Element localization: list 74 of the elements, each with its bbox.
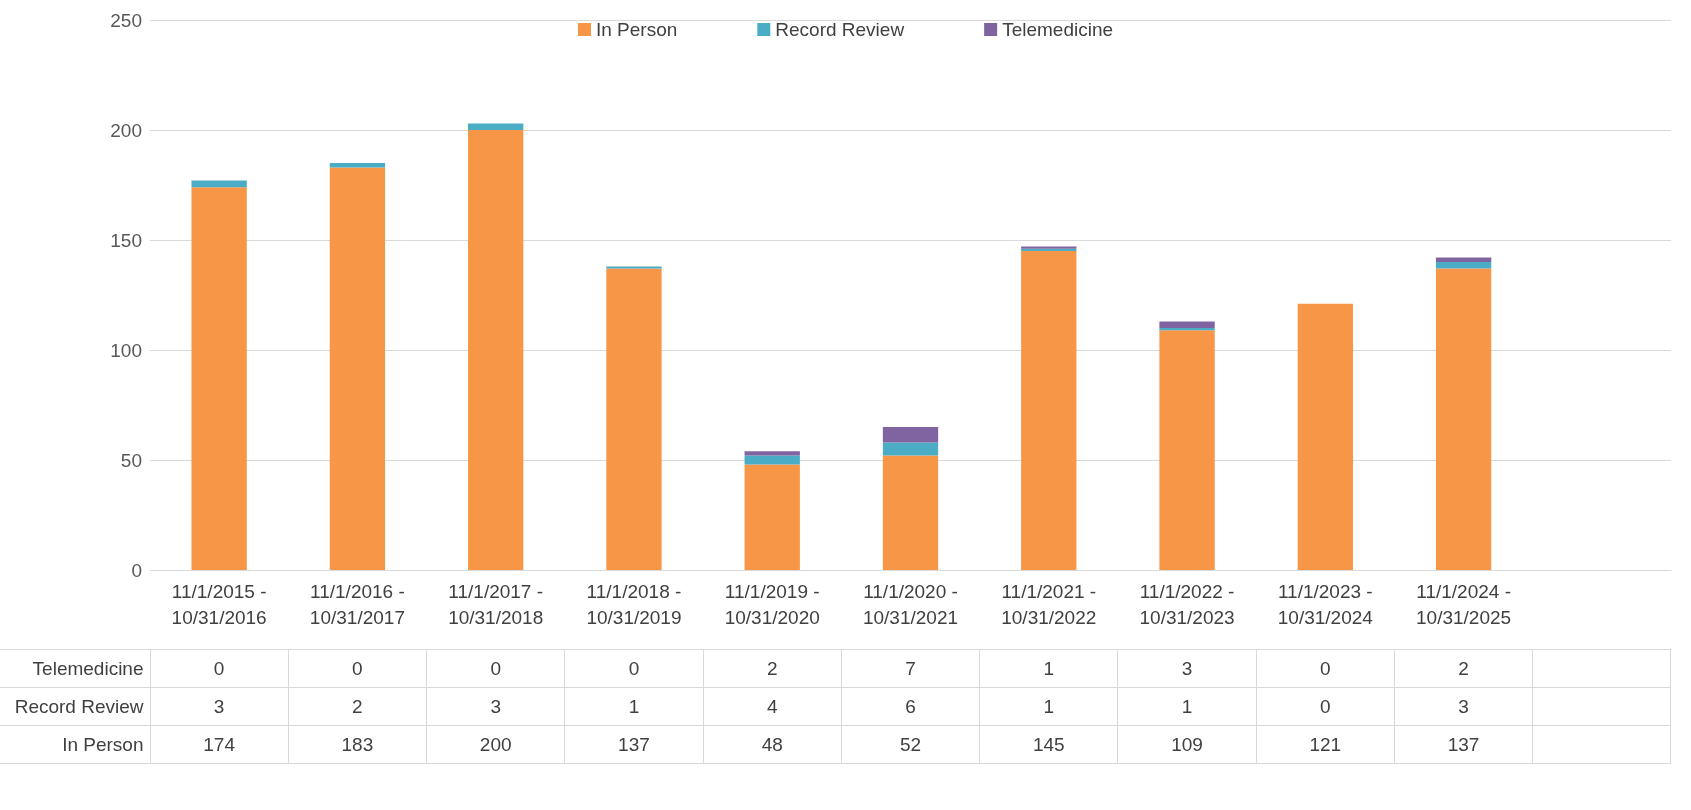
data-label: 1 [979, 649, 1118, 688]
data-label: 109 [1117, 725, 1257, 764]
bar [882, 442, 939, 456]
legend-label: Record Review [775, 19, 905, 40]
data-label: 1 [979, 687, 1118, 726]
text: Record Review [14, 695, 144, 717]
legend-label: In Person [595, 19, 678, 40]
bar [468, 123, 524, 130]
bar [329, 167, 386, 570]
data-label: 3 [150, 687, 289, 726]
data-label: 1 [1117, 687, 1257, 726]
text: Telemedicine [32, 657, 144, 679]
y-tick-label: 200 [110, 119, 142, 141]
data-label: 3 [1394, 687, 1533, 726]
bar [1159, 328, 1215, 331]
bar [191, 187, 247, 570]
data-label: 2 [703, 649, 842, 688]
data-label: 4 [703, 687, 842, 726]
data-label: 0 [150, 649, 289, 688]
bar [606, 266, 662, 269]
data-label: 7 [841, 649, 980, 688]
x-tick-label: 11/1/2017 - 10/31/2018 [448, 580, 544, 628]
bar [329, 163, 386, 168]
x-tick-label: 11/1/2022 - 10/31/2023 [1139, 580, 1235, 628]
data-label: 121 [1256, 725, 1395, 764]
y-tick-label: 50 [120, 449, 142, 471]
y-tick-label: 250 [110, 9, 142, 31]
data-label: 0 [1256, 649, 1395, 688]
x-tick-label: 11/1/2019 - 10/31/2020 [724, 580, 820, 628]
data-label: 1 [564, 687, 704, 726]
data-label: 3 [426, 687, 565, 726]
data-label: 174 [150, 725, 289, 764]
bar [882, 427, 939, 443]
x-tick-label: 11/1/2015 - 10/31/2016 [171, 580, 267, 628]
y-tick-label: 0 [131, 559, 142, 581]
bar [1297, 303, 1353, 570]
data-label: 0 [564, 649, 704, 688]
data-label: 183 [288, 725, 427, 764]
x-tick-label: 11/1/2020 - 10/31/2021 [862, 580, 959, 628]
data-label: 0 [426, 649, 565, 688]
data-label: 48 [703, 725, 842, 764]
bar [1435, 268, 1492, 570]
data-label: 0 [288, 649, 427, 688]
bar [1159, 321, 1215, 328]
x-tick-label: 11/1/2023 - 10/31/2024 [1277, 580, 1374, 628]
y-tick-label: 100 [110, 339, 142, 361]
bar [882, 455, 939, 570]
data-label: 0 [1256, 687, 1395, 726]
data-label: 200 [426, 725, 565, 764]
legend-label: Telemedicine [1002, 19, 1114, 40]
x-tick-label: 11/1/2018 - 10/31/2019 [586, 580, 682, 628]
bar [1159, 330, 1215, 570]
text: In Person [62, 733, 144, 755]
data-label: 2 [288, 687, 427, 726]
x-tick-label: 11/1/2021 - 10/31/2022 [1001, 580, 1097, 628]
bar [468, 130, 524, 570]
bar [191, 180, 247, 188]
x-tick-label: 11/1/2016 - 10/31/2017 [309, 580, 405, 628]
data-label: 52 [841, 725, 980, 764]
data-label: 137 [564, 725, 704, 764]
bar [744, 464, 800, 570]
bar [744, 451, 800, 456]
data-label: 145 [979, 725, 1118, 764]
data-label: 137 [1394, 725, 1533, 764]
bar [606, 268, 662, 570]
y-tick-label: 150 [110, 229, 142, 251]
data-label: 2 [1394, 649, 1533, 688]
bar [1435, 257, 1492, 262]
x-tick-label: 11/1/2024 - 10/31/2025 [1416, 580, 1512, 628]
data-label: 3 [1117, 649, 1257, 688]
bar [1435, 262, 1492, 269]
data-label: 6 [841, 687, 980, 726]
bar [744, 455, 800, 465]
bar [1021, 251, 1077, 570]
